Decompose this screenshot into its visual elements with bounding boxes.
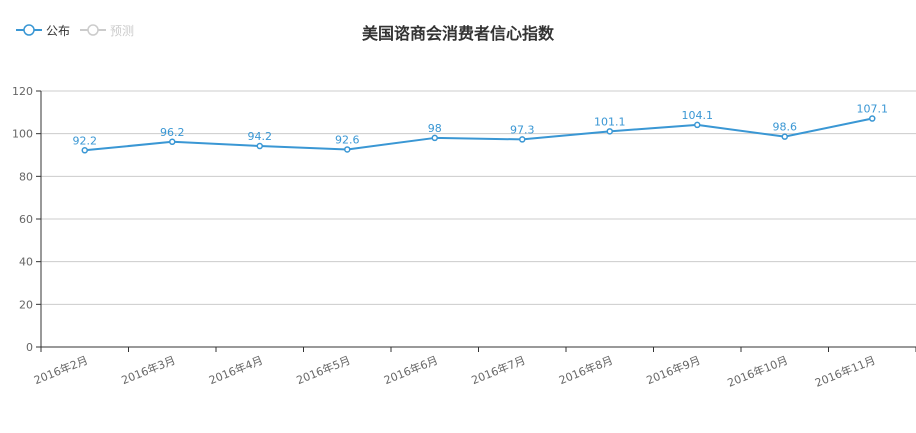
y-tick-label: 120: [12, 85, 33, 98]
x-axis-ticks: 2016年2月 2016年3月 2016年4月 2016年5月 2016年6月 2016年…: [32, 347, 916, 390]
data-label: 92.6: [335, 133, 360, 146]
series-line: [84, 117, 873, 152]
chart-title: 美国谘商会消费者信心指数: [361, 24, 554, 43]
x-tick-label: 2016年5月: [294, 353, 352, 387]
grid-lines: [41, 90, 916, 305]
data-label: 104.1: [682, 109, 714, 122]
x-tick-label: 2016年2月: [32, 353, 90, 387]
data-label: 98.6: [773, 121, 798, 134]
legend-item-published[interactable]: 公布: [16, 22, 70, 39]
x-tick-label: 2016年4月: [207, 353, 265, 387]
data-label: 107.1: [857, 103, 889, 116]
legend-label-forecast: 预测: [110, 23, 135, 38]
x-tick-label: 2016年8月: [557, 353, 615, 387]
data-point: [81, 147, 88, 154]
legend-label-published: 公布: [46, 23, 71, 38]
data-label: 97.3: [510, 123, 535, 136]
data-label: 92.2: [73, 134, 98, 147]
data-point: [869, 115, 876, 122]
y-tick-label: 100: [12, 128, 33, 141]
x-tick-label: 2016年3月: [119, 353, 177, 387]
chart-legend: 公布 预测: [16, 20, 134, 40]
x-tick-label: 2016年11月: [813, 353, 878, 390]
data-point: [694, 121, 701, 129]
y-tick-label: 60: [19, 213, 33, 226]
data-point: [431, 134, 438, 142]
y-tick-label: 40: [19, 256, 33, 269]
data-label: 96.2: [160, 126, 185, 139]
data-points: [81, 115, 876, 154]
x-tick-label: 2016年6月: [382, 353, 440, 387]
legend-line-marker-icon: [80, 24, 107, 36]
data-point: [344, 146, 351, 153]
x-tick-label: 2016年10月: [725, 353, 790, 390]
x-tick-label: 2016年9月: [644, 353, 702, 387]
data-label: 101.1: [594, 115, 626, 128]
data-point: [256, 142, 263, 150]
y-tick-label: 20: [19, 298, 33, 311]
data-label: 98: [428, 122, 442, 135]
series-lines: [84, 117, 873, 152]
data-point: [169, 138, 176, 146]
y-axis-ticks: 0 20 40 60 80 100 120: [12, 85, 41, 354]
data-point: [606, 128, 613, 135]
data-label: 94.2: [248, 130, 273, 143]
data-point: [781, 133, 788, 140]
legend-line-marker-icon: [16, 24, 42, 36]
y-tick-label: 80: [19, 170, 33, 183]
data-point: [519, 136, 526, 143]
legend-item-forecast[interactable]: 预测: [80, 22, 134, 39]
x-tick-label: 2016年7月: [469, 353, 527, 387]
y-tick-label: 0: [26, 341, 33, 354]
data-labels: 92.2 96.2 94.2 92.6 98 97.3 101.1 104.1 98.6 107.…: [73, 103, 889, 148]
